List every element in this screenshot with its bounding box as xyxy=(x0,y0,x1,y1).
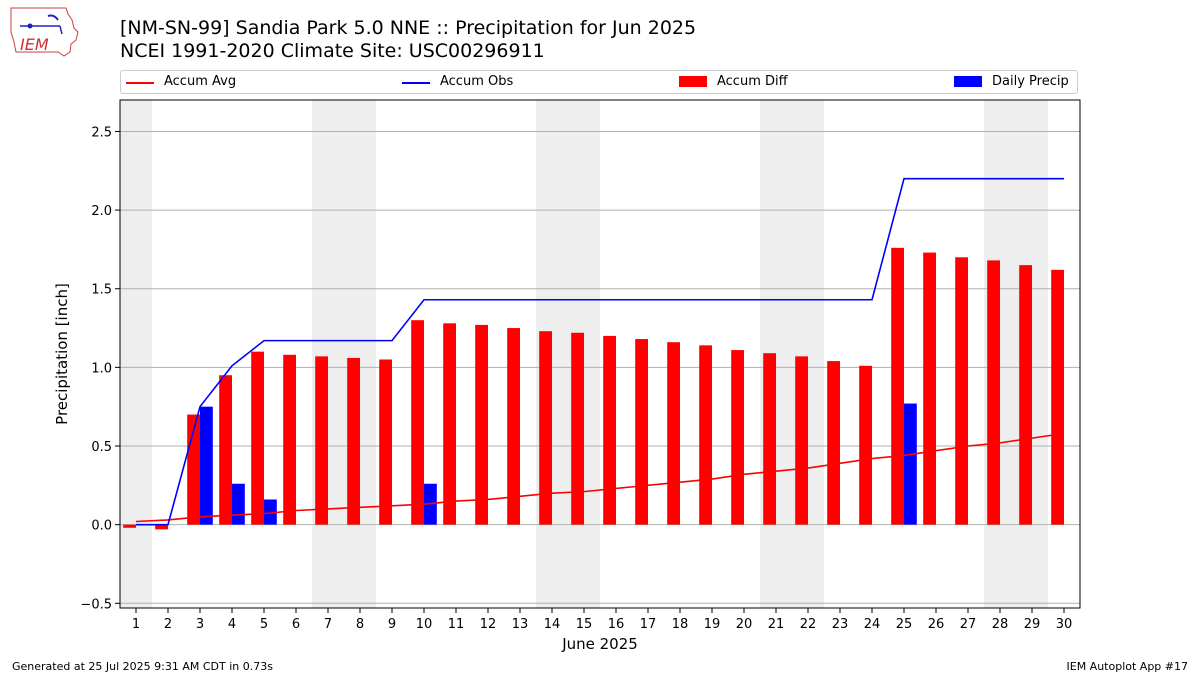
accum-obs-line xyxy=(136,177,1064,526)
accum-diff-bar xyxy=(283,354,296,525)
x-tick-label: 20 xyxy=(736,617,753,632)
x-axis-label: June 2025 xyxy=(561,635,638,653)
lines xyxy=(135,177,1065,526)
y-tick-label: 1.5 xyxy=(91,283,112,298)
accum-diff-bar xyxy=(731,350,744,525)
app-credit: IEM Autoplot App #17 xyxy=(1066,660,1189,673)
accum-diff-bar xyxy=(827,361,840,525)
y-tick-label: 1.0 xyxy=(91,361,112,376)
generated-timestamp: Generated at 25 Jul 2025 9:31 AM CDT in … xyxy=(12,660,273,673)
legend-label-accum-obs: Accum Obs xyxy=(440,74,514,89)
accum-diff-bar xyxy=(475,324,488,525)
accum-diff-bar xyxy=(1019,265,1032,525)
daily-precip-bar xyxy=(264,499,277,525)
legend-swatch-daily-precip xyxy=(954,76,982,87)
y-tick-label: 0.0 xyxy=(91,519,112,534)
x-tick-label: 8 xyxy=(356,617,364,632)
chart-title: [NM-SN-99] Sandia Park 5.0 NNE :: Precip… xyxy=(120,17,697,39)
legend: Accum Avg Accum Obs Accum Diff Daily Pre… xyxy=(120,70,1078,94)
daily-precip-bar xyxy=(232,483,245,525)
legend-swatch-accum-obs xyxy=(402,82,430,84)
axes: −0.50.00.51.01.52.02.51 2 3 4 5 6 7 8 9 10 11 12 13 1… xyxy=(80,99,1081,632)
accum-diff-bar xyxy=(123,524,136,528)
x-tick-label: 24 xyxy=(864,617,881,632)
x-tick-label: 26 xyxy=(928,617,945,632)
logo-text: IEM xyxy=(20,35,49,54)
legend-swatch-accum-avg xyxy=(126,82,154,84)
x-tick-label: 28 xyxy=(992,617,1009,632)
x-tick-label: 5 xyxy=(260,617,268,632)
plot-frame xyxy=(119,99,1081,609)
accum-diff-bar xyxy=(251,351,264,525)
accum-diff-bar xyxy=(987,260,1000,525)
accum-diff-bar xyxy=(571,332,584,525)
x-tick-label: 13 xyxy=(512,617,529,632)
weekend-band-0 xyxy=(120,100,152,608)
x-tick-label: 12 xyxy=(480,617,497,632)
accum-diff-bar xyxy=(667,342,680,525)
accum-diff-bar xyxy=(507,328,520,525)
x-tick-label: 18 xyxy=(672,617,689,632)
x-tick-label: 2 xyxy=(164,617,172,632)
legend-label-daily-precip: Daily Precip xyxy=(992,74,1069,89)
x-tick-label: 9 xyxy=(388,617,396,632)
accum-diff-bar xyxy=(411,320,424,525)
x-tick-label: 3 xyxy=(196,617,204,632)
y-tick-label: 2.0 xyxy=(91,204,112,219)
accum-diff-bar xyxy=(955,257,968,525)
chart-subtitle: NCEI 1991-2020 Climate Site: USC00296911 xyxy=(120,40,545,62)
legend-label-accum-avg: Accum Avg xyxy=(164,74,237,89)
daily-precip-bar xyxy=(200,406,213,525)
x-tick-label: 14 xyxy=(544,617,561,632)
accum-diff-bar xyxy=(315,356,328,525)
x-tick-label: 1 xyxy=(132,617,140,632)
x-tick-label: 25 xyxy=(896,617,913,632)
accum-diff-bar xyxy=(1051,269,1064,525)
x-tick-label: 10 xyxy=(416,617,433,632)
legend-swatch-accum-diff xyxy=(679,76,707,87)
accum-diff-bar xyxy=(603,335,616,525)
weekend-band-1 xyxy=(312,100,376,608)
y-tick-label: 0.5 xyxy=(91,440,112,455)
accum-diff-bar xyxy=(379,359,392,525)
x-tick-label: 17 xyxy=(640,617,657,632)
accum-diff-bar xyxy=(443,323,456,525)
x-tick-label: 21 xyxy=(768,617,785,632)
daily-precip-bar xyxy=(904,403,917,525)
x-tick-label: 6 xyxy=(292,617,300,632)
accum-diff-bar xyxy=(795,356,808,525)
gridlines xyxy=(120,130,1080,604)
y-axis-label: Precipitation [inch] xyxy=(53,283,71,425)
x-tick-label: 7 xyxy=(324,617,332,632)
accum-diff-bar xyxy=(763,353,776,525)
accum-diff-bar xyxy=(155,524,168,530)
accum-diff-bar xyxy=(219,375,232,525)
x-tick-label: 23 xyxy=(832,617,849,632)
x-tick-label: 19 xyxy=(704,617,721,632)
accum-diff-bar xyxy=(699,345,712,525)
accum-diff-bar xyxy=(859,365,872,525)
accum-diff-bar xyxy=(923,252,936,525)
x-tick-label: 30 xyxy=(1056,617,1073,632)
x-tick-label: 29 xyxy=(1024,617,1041,632)
accum-avg-line xyxy=(135,432,1065,523)
x-tick-label: 16 xyxy=(608,617,625,632)
legend-label-accum-diff: Accum Diff xyxy=(717,74,788,89)
weekend-shading xyxy=(120,100,1048,608)
x-tick-label: 4 xyxy=(228,617,236,632)
accum-diff-bar xyxy=(347,357,360,525)
accum-diff-bar xyxy=(539,331,552,525)
x-tick-label: 15 xyxy=(576,617,593,632)
x-tick-label: 22 xyxy=(800,617,817,632)
accum-diff-bar xyxy=(635,339,648,525)
y-tick-label: 2.5 xyxy=(91,125,112,140)
y-tick-label: −0.5 xyxy=(80,597,112,612)
x-tick-label: 27 xyxy=(960,617,977,632)
accum-diff-bar xyxy=(891,247,904,525)
bars xyxy=(123,247,1064,530)
x-tick-label: 11 xyxy=(448,617,465,632)
iem-logo: IEM xyxy=(10,7,79,57)
